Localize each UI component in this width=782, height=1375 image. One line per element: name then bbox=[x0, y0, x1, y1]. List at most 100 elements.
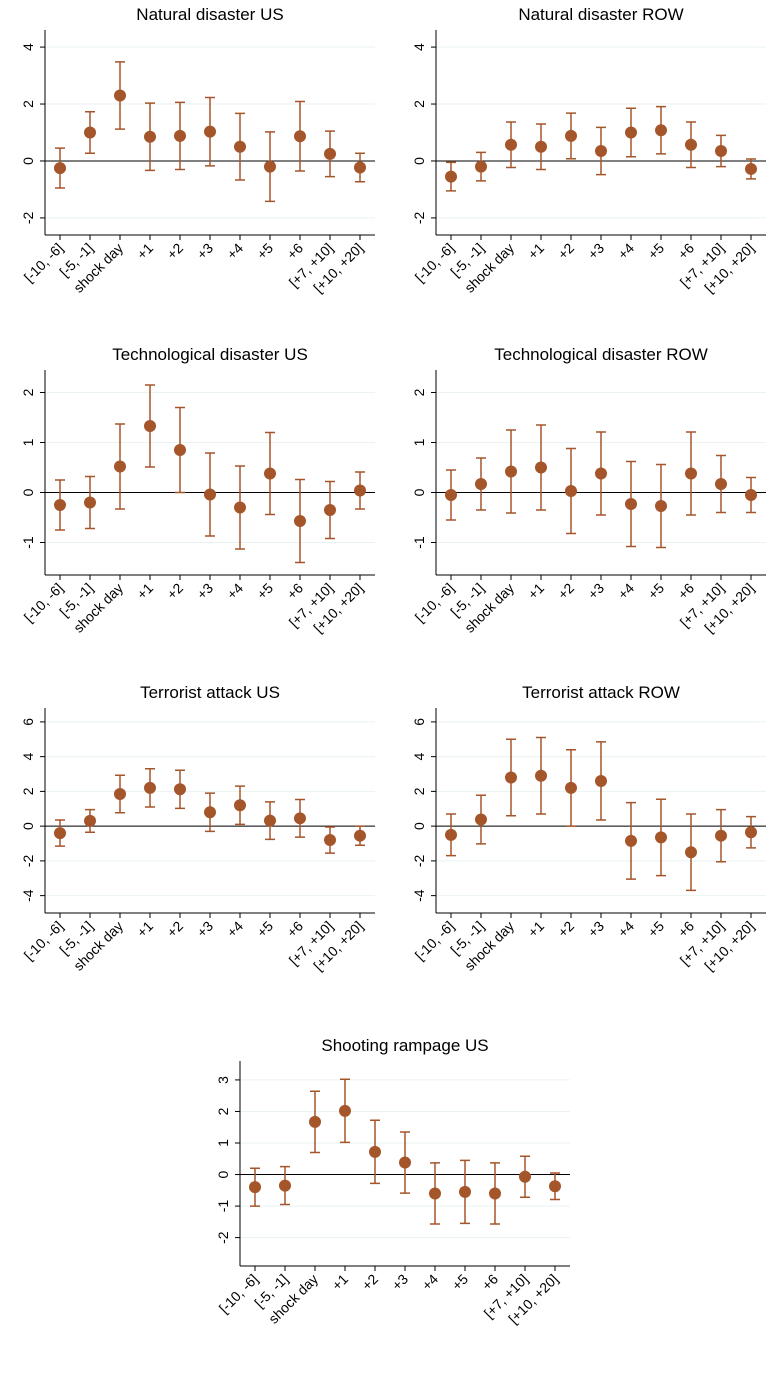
y-tick-label: -2 bbox=[20, 211, 36, 224]
point bbox=[264, 467, 276, 480]
point bbox=[54, 499, 66, 511]
point bbox=[565, 129, 577, 142]
point bbox=[549, 1180, 561, 1193]
x-tick-label: [-10, -6] bbox=[412, 918, 457, 963]
x-tick-label: +5 bbox=[645, 918, 668, 941]
point bbox=[324, 834, 336, 847]
y-tick-label: 2 bbox=[20, 100, 36, 108]
point bbox=[324, 147, 336, 160]
chart-title: Natural disaster ROW bbox=[518, 5, 683, 24]
point bbox=[475, 478, 487, 490]
point bbox=[354, 484, 366, 497]
point bbox=[399, 1156, 411, 1169]
x-tick-label: +1 bbox=[134, 240, 157, 263]
point bbox=[54, 827, 66, 840]
y-tick-label: 2 bbox=[215, 1107, 231, 1115]
point bbox=[144, 130, 156, 143]
x-tick-label: +2 bbox=[164, 580, 187, 603]
point bbox=[294, 812, 306, 825]
point bbox=[535, 461, 547, 474]
point bbox=[204, 488, 216, 501]
point bbox=[54, 162, 66, 175]
point bbox=[339, 1104, 351, 1117]
x-tick-label: [-10, -6] bbox=[21, 240, 66, 285]
point bbox=[595, 145, 607, 158]
point bbox=[354, 161, 366, 174]
y-tick-label: 2 bbox=[411, 787, 427, 795]
point bbox=[505, 771, 517, 784]
y-tick-label: 1 bbox=[215, 1139, 231, 1147]
x-tick-label: [-10, -6] bbox=[216, 1271, 261, 1316]
point bbox=[685, 467, 697, 480]
point bbox=[324, 504, 336, 516]
point bbox=[114, 89, 126, 102]
point bbox=[445, 828, 457, 841]
y-tick-label: 0 bbox=[215, 1170, 231, 1178]
x-tick-label: +1 bbox=[525, 580, 548, 603]
y-tick-label: 1 bbox=[411, 438, 427, 446]
y-tick-label: 3 bbox=[215, 1076, 231, 1084]
x-tick-label: [-10, -6] bbox=[21, 918, 66, 963]
chart-title: Terrorist attack US bbox=[140, 683, 280, 702]
point bbox=[204, 125, 216, 138]
point bbox=[505, 465, 517, 478]
x-tick-label: +1 bbox=[525, 918, 548, 941]
x-tick-label: +6 bbox=[479, 1271, 502, 1294]
y-tick-label: 2 bbox=[411, 388, 427, 396]
point bbox=[114, 460, 126, 473]
x-tick-label: +2 bbox=[555, 580, 578, 603]
point bbox=[294, 130, 306, 143]
y-tick-label: 4 bbox=[411, 43, 427, 51]
point bbox=[685, 138, 697, 151]
x-tick-label: +1 bbox=[134, 580, 157, 603]
y-tick-label: 0 bbox=[20, 822, 36, 830]
point bbox=[745, 162, 757, 175]
x-tick-label: +2 bbox=[555, 918, 578, 941]
chart-title: Technological disaster US bbox=[112, 345, 308, 364]
x-tick-label: +3 bbox=[389, 1271, 412, 1294]
point bbox=[625, 126, 637, 139]
y-tick-label: 6 bbox=[20, 718, 36, 726]
point bbox=[279, 1179, 291, 1192]
y-tick-label: 4 bbox=[411, 753, 427, 761]
x-tick-label: +2 bbox=[359, 1271, 382, 1294]
point bbox=[84, 496, 96, 509]
x-tick-label: +4 bbox=[224, 240, 247, 263]
x-tick-label: +5 bbox=[254, 918, 277, 941]
point bbox=[369, 1145, 381, 1158]
point bbox=[445, 170, 457, 183]
x-tick-label: [-10, -6] bbox=[412, 240, 457, 285]
point bbox=[264, 814, 276, 827]
point bbox=[114, 787, 126, 800]
point bbox=[475, 160, 487, 173]
x-tick-label: +4 bbox=[224, 918, 247, 941]
y-tick-label: 2 bbox=[411, 100, 427, 108]
point bbox=[715, 478, 727, 490]
point bbox=[715, 145, 727, 158]
point bbox=[234, 140, 246, 153]
x-tick-label: +3 bbox=[585, 918, 608, 941]
x-tick-label: +5 bbox=[254, 240, 277, 263]
y-tick-label: -1 bbox=[215, 1200, 231, 1213]
x-tick-label: [-10, -6] bbox=[412, 580, 457, 625]
x-tick-label: +2 bbox=[164, 918, 187, 941]
point bbox=[445, 489, 457, 501]
x-tick-label: +3 bbox=[194, 580, 217, 603]
point bbox=[234, 501, 246, 514]
chart-title: Technological disaster ROW bbox=[494, 345, 708, 364]
x-tick-label: +5 bbox=[645, 580, 668, 603]
x-tick-label: +6 bbox=[675, 240, 698, 263]
x-tick-label: +2 bbox=[164, 240, 187, 263]
point bbox=[595, 467, 607, 480]
point bbox=[144, 781, 156, 794]
y-tick-label: 4 bbox=[20, 753, 36, 761]
chart-panel: Technological disaster ROW -1 0 1 2 [-10, -6]… bbox=[411, 345, 766, 636]
y-tick-label: -2 bbox=[20, 854, 36, 867]
point bbox=[715, 829, 727, 842]
